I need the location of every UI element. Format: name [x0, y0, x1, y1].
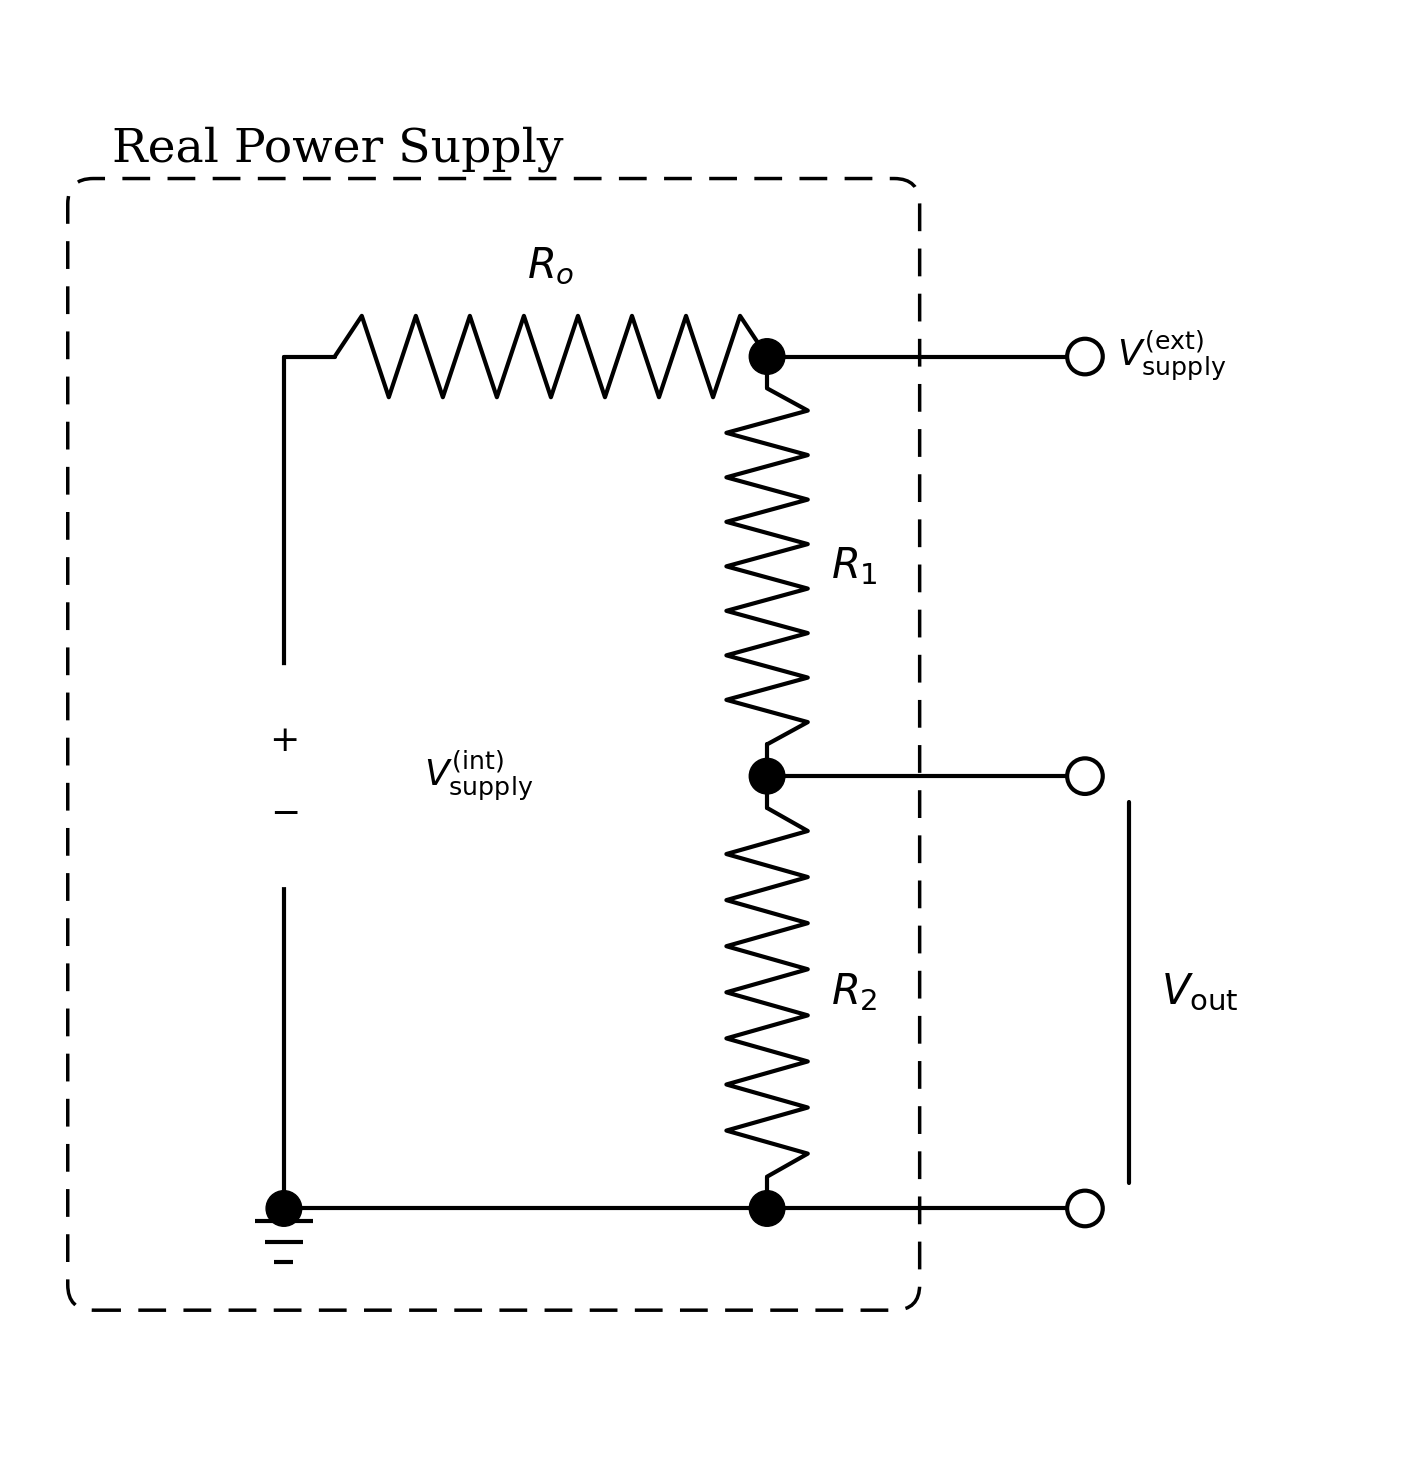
- Text: $V^{\mathrm{(ext)}}_{\mathrm{supply}}$: $V^{\mathrm{(ext)}}_{\mathrm{supply}}$: [1117, 329, 1225, 384]
- Text: $V_{\mathrm{out}}$: $V_{\mathrm{out}}$: [1161, 971, 1238, 1014]
- Circle shape: [1067, 1191, 1103, 1227]
- Circle shape: [750, 1191, 785, 1227]
- Circle shape: [266, 1191, 301, 1227]
- Circle shape: [176, 669, 393, 884]
- Circle shape: [1067, 339, 1103, 375]
- Text: $V^{\mathrm{(int)}}_{\mathrm{supply}}$: $V^{\mathrm{(int)}}_{\mathrm{supply}}$: [424, 748, 533, 804]
- Circle shape: [750, 339, 785, 375]
- Circle shape: [750, 759, 785, 794]
- Text: $R_1$: $R_1$: [830, 545, 878, 587]
- Text: $R_o$: $R_o$: [528, 245, 574, 286]
- Text: Real Power Supply: Real Power Supply: [113, 127, 564, 173]
- Circle shape: [1067, 759, 1103, 794]
- Text: $-$: $-$: [270, 794, 298, 828]
- Text: +: +: [269, 723, 300, 757]
- Text: $R_2$: $R_2$: [830, 971, 877, 1014]
